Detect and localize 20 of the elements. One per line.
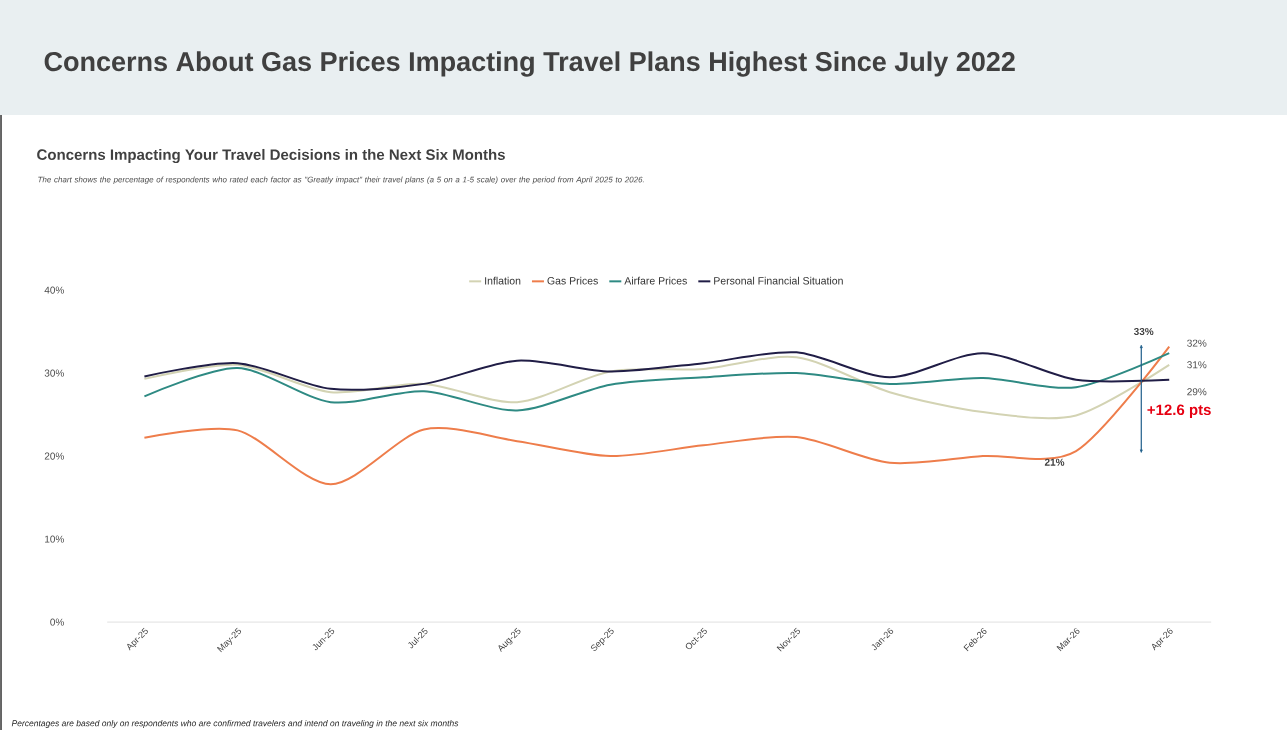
line-series bbox=[143, 351, 1171, 391]
text: The chart shows the percentage of respondents who rated each factor as "Greatly impact" their travel plans (a 5 on a 1-5 scale) over the period from April 2025 to 2026. bbox=[38, 176, 644, 184]
legend-label: Personal Financial Situation bbox=[714, 276, 843, 285]
y-tick-label: 10% bbox=[45, 535, 64, 543]
legend-label: Inflation bbox=[485, 276, 521, 285]
y-tick-label: 40% bbox=[44, 286, 64, 294]
chart-subtitle: Concerns Impacting Your Travel Decisions in the Next Six Months bbox=[37, 148, 505, 164]
legend-label: Airfare Prices bbox=[624, 276, 687, 285]
data-label: 31% bbox=[1187, 361, 1207, 369]
data-label: 33% bbox=[1133, 327, 1154, 335]
data-label: 32% bbox=[1187, 339, 1207, 347]
y-tick-label: 20% bbox=[44, 452, 64, 460]
annotation: +12.6 pts bbox=[1147, 404, 1211, 419]
legend-label: Gas Prices bbox=[547, 276, 598, 285]
y-tick-label: 0% bbox=[50, 618, 64, 626]
data-label: 29% bbox=[1187, 388, 1207, 396]
chart-title: Concerns About Gas Prices Impacting Travel Plans Highest Since July 2022 bbox=[44, 51, 1015, 77]
y-tick-label: 30% bbox=[44, 369, 64, 377]
data-label: 21% bbox=[1044, 458, 1065, 466]
text: Percentages are based only on respondents who are confirmed travelers and intend on traveling in the next six months bbox=[11, 720, 459, 728]
